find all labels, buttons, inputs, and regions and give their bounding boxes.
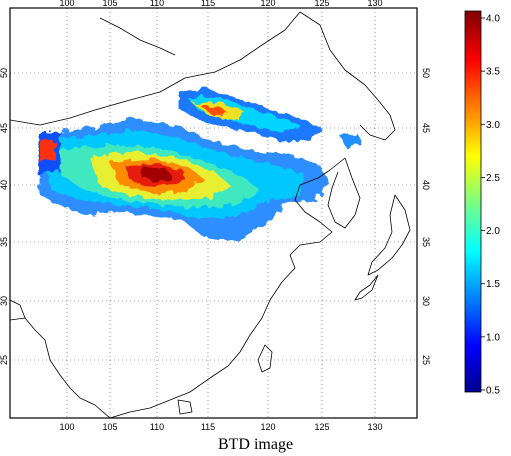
lon-tick-label: 105 (102, 422, 117, 432)
colorbar-tick-label: 2.0 (486, 226, 500, 237)
lon-tick-label: 120 (260, 0, 275, 8)
lat-tick-label: 35 (0, 237, 9, 247)
lat-tick-label: 50 (421, 68, 431, 78)
lat-tick-label: 50 (0, 68, 9, 78)
lat-tick-label: 45 (0, 123, 9, 133)
lat-tick-label: 35 (421, 237, 431, 247)
map-coastlines (10, 11, 411, 418)
lon-tick-label: 125 (314, 0, 329, 8)
lon-tick-label: 130 (367, 0, 382, 8)
lat-tick-label: 30 (0, 296, 9, 306)
colorbar-gradient (464, 10, 482, 393)
lon-tick-label: 100 (59, 422, 74, 432)
lon-tick-label: 105 (102, 0, 117, 8)
figure-caption: BTD image (217, 436, 294, 453)
lon-tick-label: 125 (314, 422, 329, 432)
lat-tick-label: 40 (0, 180, 9, 190)
lon-tick-label: 130 (367, 422, 382, 432)
lat-tick-label: 25 (0, 355, 9, 365)
colorbar: 4.0 3.5 3.0 2.5 2.0 1.5 1.0 0.5 (464, 10, 500, 397)
lon-tick-label: 115 (201, 422, 215, 432)
lon-ticks-top: 100 105 110 115 120 125 130 (59, 0, 382, 8)
lat-ticks-right: 50 45 40 35 30 25 (421, 68, 431, 365)
colorbar-tick-label: 3.0 (486, 120, 500, 131)
colorbar-tick-label: 4.0 (486, 14, 500, 25)
lon-tick-label: 115 (201, 0, 215, 8)
lat-tick-label: 30 (421, 296, 431, 306)
lon-tick-label: 110 (150, 0, 164, 8)
colorbar-tick-label: 1.0 (486, 332, 500, 343)
colorbar-tick-label: 2.5 (486, 173, 500, 184)
colorbar-ticks: 4.0 3.5 3.0 2.5 2.0 1.5 1.0 0.5 (481, 14, 500, 397)
btd-overlay (38, 88, 362, 240)
lat-ticks-left: 50 45 40 35 30 25 (0, 68, 9, 365)
lon-tick-label: 110 (150, 422, 164, 432)
lon-tick-label: 120 (260, 422, 275, 432)
lat-tick-label: 40 (421, 180, 431, 190)
map-panel (9, 7, 418, 419)
colorbar-tick-label: 1.5 (486, 279, 500, 290)
colorbar-tick-label: 3.5 (486, 67, 500, 78)
colorbar-tick-label: 0.5 (486, 386, 500, 397)
lon-ticks-bottom: 100 105 110 115 120 125 130 (59, 422, 382, 432)
lat-tick-label: 25 (421, 355, 431, 365)
lat-tick-label: 45 (421, 123, 431, 133)
lon-tick-label: 100 (59, 0, 74, 8)
